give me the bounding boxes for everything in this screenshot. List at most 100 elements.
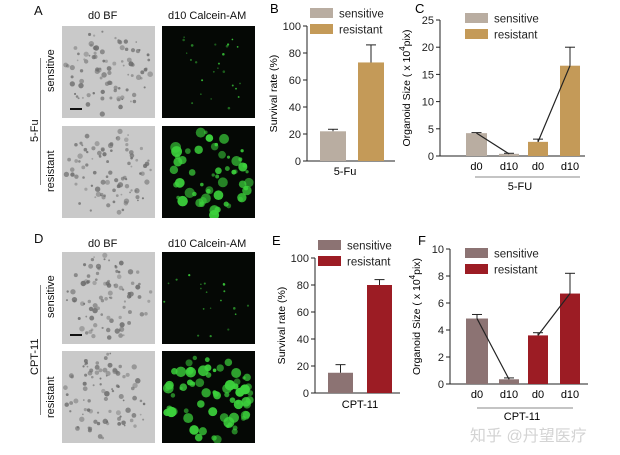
organoid xyxy=(246,304,250,307)
organoid xyxy=(109,318,114,323)
organoid xyxy=(244,177,254,188)
organoid xyxy=(182,38,185,42)
organoid xyxy=(205,134,214,142)
organoid xyxy=(139,399,143,403)
organoid xyxy=(130,165,133,168)
organoid xyxy=(194,61,198,64)
legend-label-sensitive: sensitive xyxy=(339,9,384,21)
panel-label-c: C xyxy=(415,1,424,16)
organoid xyxy=(204,357,210,363)
organoid xyxy=(125,407,131,413)
organoid xyxy=(81,413,84,416)
bf-image-resistant xyxy=(62,126,155,218)
organoid xyxy=(126,57,132,63)
organoid xyxy=(115,371,121,376)
x-axis-label: 5-Fu xyxy=(334,166,357,178)
organoid xyxy=(114,328,120,334)
organoid xyxy=(90,328,94,332)
organoid xyxy=(88,54,91,57)
organoid xyxy=(73,92,77,96)
organoid xyxy=(121,208,125,212)
organoid xyxy=(186,52,188,54)
organoid xyxy=(70,289,76,295)
organoid xyxy=(201,388,211,398)
organoid xyxy=(243,185,249,191)
organoid xyxy=(96,306,100,310)
organoid xyxy=(147,299,151,303)
organoid xyxy=(82,176,85,179)
organoid xyxy=(128,291,134,297)
organoid xyxy=(115,194,119,198)
organoid xyxy=(105,371,111,377)
organoid xyxy=(235,400,240,405)
legend-label-resistant: resistant xyxy=(494,30,538,42)
organoid xyxy=(74,142,78,147)
bar-resistant-d0 xyxy=(528,141,548,156)
y-axis-label: Survival rate (%) xyxy=(276,287,288,365)
organoid xyxy=(109,352,112,355)
organoid xyxy=(127,134,129,136)
organoid xyxy=(103,281,108,286)
organoid xyxy=(191,102,194,105)
organoid xyxy=(102,152,107,157)
organoid xyxy=(88,41,95,47)
organoid xyxy=(238,196,243,202)
organoid xyxy=(77,52,80,56)
organoid xyxy=(129,418,134,423)
organoid xyxy=(125,143,129,147)
organoid xyxy=(94,364,100,370)
x-axis-label: CPT-11 xyxy=(342,399,378,411)
organoid xyxy=(86,274,91,278)
organoid xyxy=(99,383,102,386)
organoid xyxy=(65,299,68,302)
organoid xyxy=(170,393,176,398)
bracket-line xyxy=(40,285,41,415)
organoid xyxy=(117,416,121,421)
organoid xyxy=(117,98,121,102)
organoid xyxy=(102,59,106,63)
organoid xyxy=(118,364,122,369)
organoid xyxy=(144,179,150,185)
organoid xyxy=(83,263,87,267)
organoid xyxy=(217,67,219,69)
organoid xyxy=(78,160,81,163)
organoid xyxy=(130,48,136,53)
organoid xyxy=(88,32,92,36)
organoid xyxy=(215,174,220,179)
organoid xyxy=(86,93,91,98)
organoid xyxy=(112,61,117,66)
organoid xyxy=(241,397,251,407)
panel-label-d: D xyxy=(34,231,44,246)
organoid xyxy=(125,88,129,92)
organoid xyxy=(82,381,87,386)
organoid xyxy=(192,355,197,361)
organoid xyxy=(98,295,104,300)
organoid xyxy=(78,202,82,205)
organoid xyxy=(86,280,90,284)
organoid xyxy=(92,303,98,309)
organoid xyxy=(190,44,194,47)
organoid xyxy=(223,290,226,293)
organoid xyxy=(69,81,75,87)
organoid xyxy=(106,203,111,208)
organoid xyxy=(115,384,119,388)
organoid xyxy=(90,184,94,187)
organoid xyxy=(107,290,113,296)
organoid xyxy=(122,374,126,379)
organoid xyxy=(122,399,125,402)
legend-swatch-sensitive xyxy=(465,248,488,258)
organoid xyxy=(212,70,215,73)
organoid xyxy=(130,189,133,192)
organoid xyxy=(96,67,102,73)
organoid xyxy=(210,98,212,100)
trend-line xyxy=(476,318,510,380)
panel-label-f: F xyxy=(418,233,426,248)
organoid xyxy=(93,45,100,51)
panel-label-a: A xyxy=(34,3,43,18)
organoid xyxy=(79,69,84,73)
organoid xyxy=(202,308,205,310)
organoid xyxy=(99,377,102,380)
organoid xyxy=(119,415,122,418)
organoid xyxy=(105,281,110,286)
organoid xyxy=(94,278,98,281)
